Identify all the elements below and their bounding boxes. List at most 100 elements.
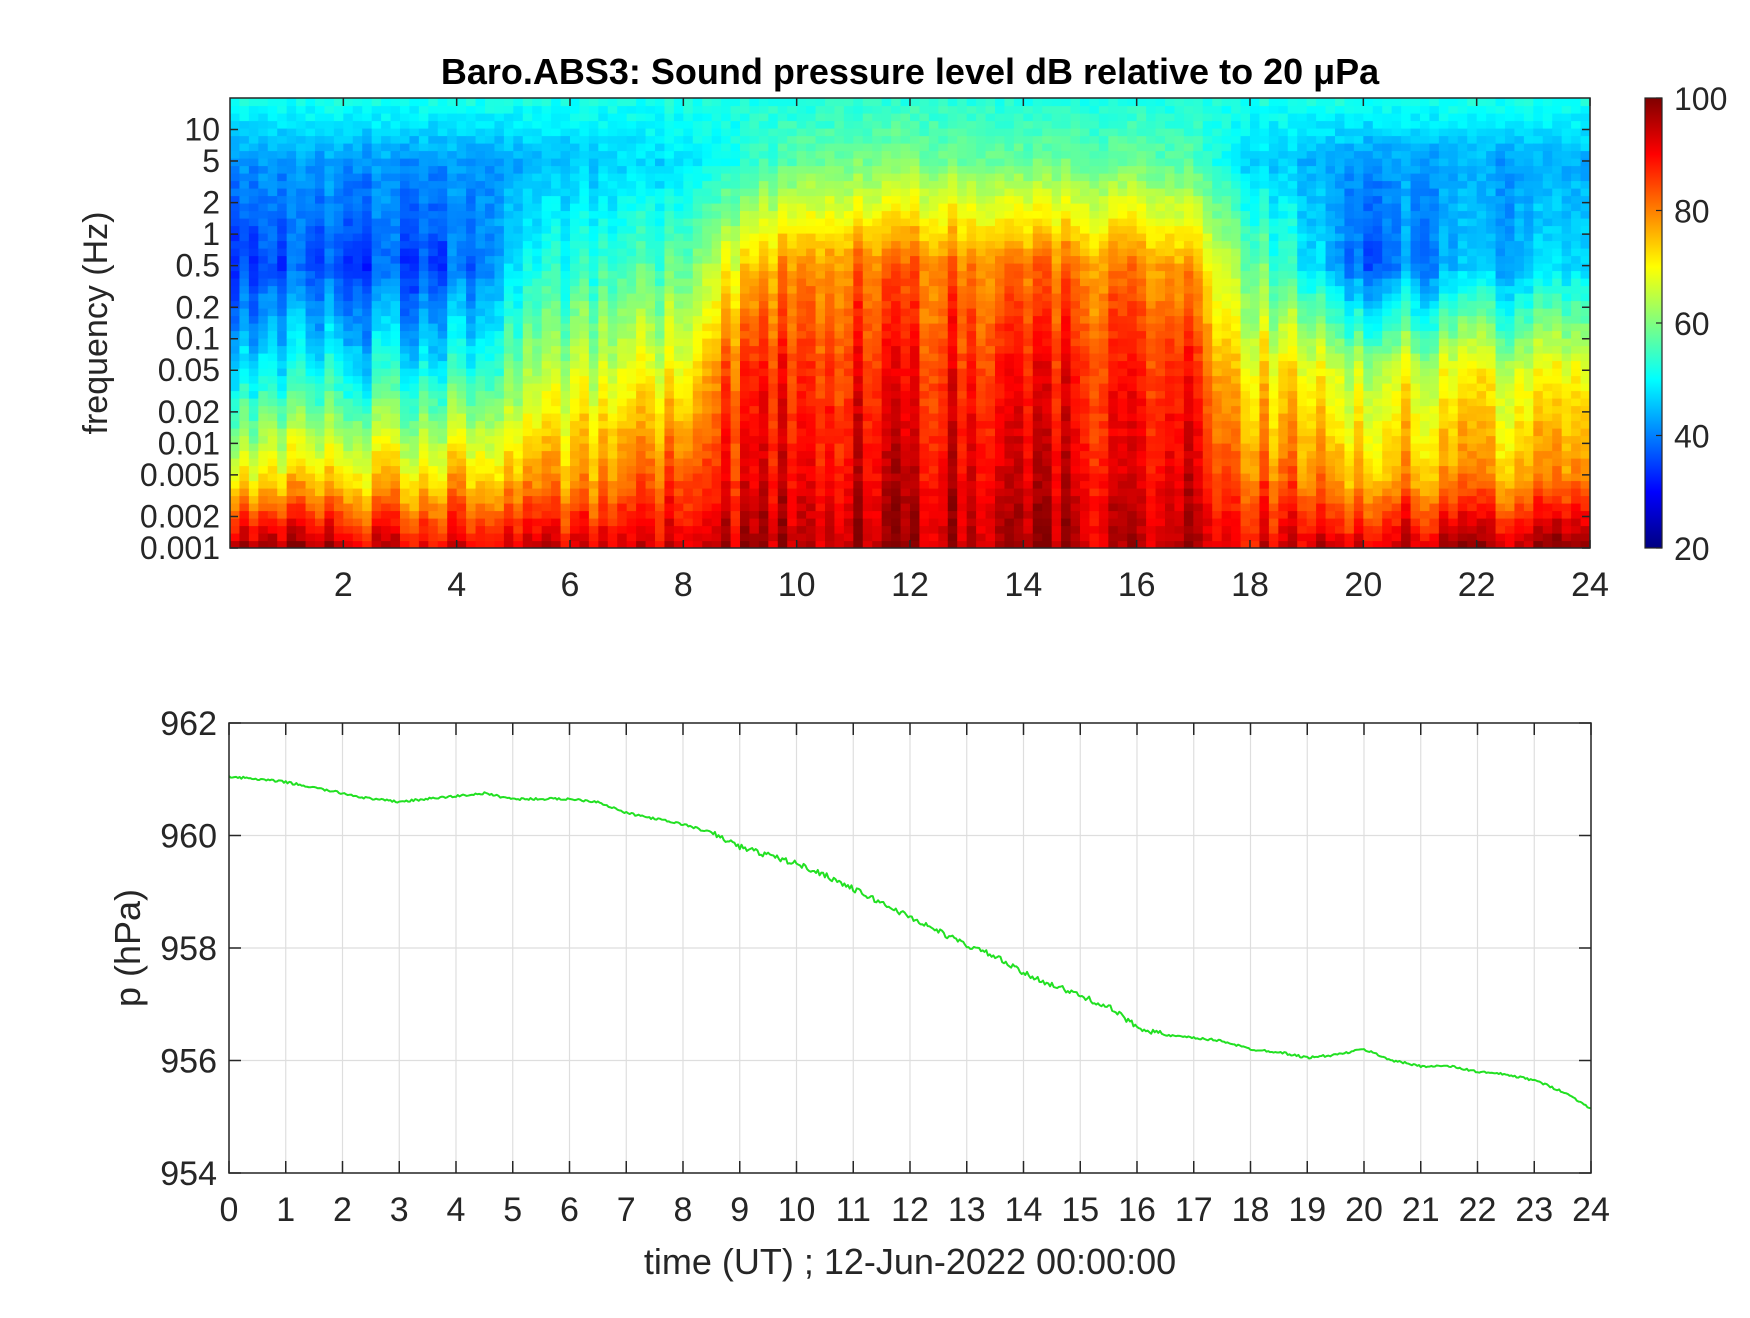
heatmap-cell [503, 135, 514, 144]
heatmap-cell [296, 233, 307, 242]
heatmap-cell [730, 135, 741, 144]
heatmap-cell [286, 135, 297, 144]
heatmap-cell [333, 465, 344, 474]
heatmap-cell [721, 233, 732, 242]
heatmap-cell [409, 315, 420, 324]
heatmap-cell [277, 345, 288, 354]
heatmap-cell [787, 233, 798, 242]
heatmap-cell [768, 368, 779, 377]
heatmap-cell [928, 405, 939, 414]
heatmap-cell [258, 218, 269, 227]
heatmap-cell [749, 248, 760, 257]
heatmap-cell [919, 398, 930, 407]
heatmap-cell [938, 345, 949, 354]
heatmap-cell [777, 113, 788, 122]
heatmap-cell [758, 383, 769, 392]
heatmap-cell [740, 488, 751, 497]
heatmap-cell [267, 330, 278, 339]
heatmap-cell [683, 383, 694, 392]
heatmap-cell [692, 503, 703, 512]
heatmap-cell [324, 488, 335, 497]
heatmap-cell [919, 173, 930, 182]
heatmap-cell [815, 398, 826, 407]
heatmap-cell [777, 120, 788, 129]
heatmap-cell [239, 533, 250, 542]
heatmap-cell [768, 128, 779, 137]
heatmap-cell [305, 533, 316, 542]
heatmap-cell [834, 233, 845, 242]
heatmap-cell [532, 203, 543, 212]
heatmap-cell [371, 293, 382, 302]
heatmap-cell [872, 248, 883, 257]
heatmap-cell [853, 128, 864, 137]
heatmap-cell [938, 420, 949, 429]
heatmap-cell [919, 383, 930, 392]
heatmap-cell [976, 135, 987, 144]
heatmap-cell [437, 255, 448, 264]
heatmap-cell [711, 188, 722, 197]
heatmap-cell [740, 113, 751, 122]
heatmap-cell [560, 195, 571, 204]
heatmap-cell [598, 488, 609, 497]
heatmap-cell [230, 480, 241, 489]
heatmap-cell [881, 225, 892, 234]
heatmap-cell [825, 105, 836, 114]
heatmap-cell [343, 413, 354, 422]
heatmap-cell [513, 263, 524, 272]
heatmap-cell [730, 398, 741, 407]
heatmap-cell [343, 285, 354, 294]
heatmap-cell [579, 173, 590, 182]
heatmap-cell [305, 338, 316, 347]
heatmap-cell [730, 330, 741, 339]
heatmap-cell [598, 173, 609, 182]
heatmap-cell [324, 278, 335, 287]
heatmap-cell [825, 240, 836, 249]
heatmap-cell [551, 240, 562, 249]
heatmap-cell [541, 278, 552, 287]
heatmap-cell [513, 323, 524, 332]
heatmap-cell [853, 233, 864, 242]
heatmap-cell [702, 345, 713, 354]
heatmap-cell [494, 143, 505, 152]
heatmap-cell [768, 225, 779, 234]
heatmap-cell [230, 248, 241, 257]
heatmap-cell [966, 503, 977, 512]
heatmap-cell [390, 323, 401, 332]
heatmap-cell [570, 420, 581, 429]
heatmap-cell [560, 443, 571, 452]
heatmap-cell [400, 165, 411, 174]
heatmap-cell [324, 473, 335, 482]
heatmap-cell [626, 188, 637, 197]
heatmap-cell [315, 488, 326, 497]
heatmap-cell [588, 503, 599, 512]
heatmap-cell [730, 233, 741, 242]
heatmap-cell [248, 405, 259, 414]
heatmap-cell [532, 180, 543, 189]
heatmap-cell [834, 443, 845, 452]
heatmap-cell [853, 345, 864, 354]
heatmap-cell [834, 120, 845, 129]
heatmap-cell [777, 218, 788, 227]
heatmap-cell [466, 278, 477, 287]
heatmap-cell [570, 255, 581, 264]
heatmap-cell [305, 180, 316, 189]
heatmap-cell [588, 293, 599, 302]
heatmap-cell [588, 143, 599, 152]
heatmap-cell [749, 540, 760, 548]
heatmap-cell [862, 398, 873, 407]
heatmap-cell [834, 98, 845, 107]
heatmap-cell [503, 308, 514, 317]
heatmap-cell [1013, 525, 1024, 534]
heatmap-cell [296, 195, 307, 204]
heatmap-cell [466, 218, 477, 227]
heatmap-cell [607, 210, 618, 219]
heatmap-cell [570, 300, 581, 309]
heatmap-cell [551, 225, 562, 234]
heatmap-cell [315, 338, 326, 347]
heatmap-cell [843, 210, 854, 219]
heatmap-cell [768, 248, 779, 257]
heatmap-cell [976, 420, 987, 429]
heatmap-cell [891, 450, 902, 459]
heatmap-cell [730, 450, 741, 459]
heatmap-cell [1013, 533, 1024, 542]
